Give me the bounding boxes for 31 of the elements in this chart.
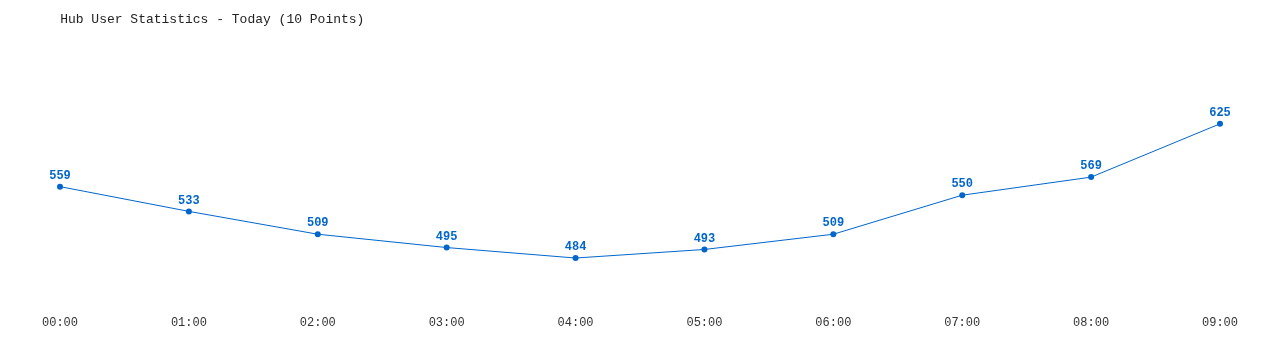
x-tick-label: 09:00 [1201,316,1239,331]
point [443,244,450,251]
x-tick-label: 07:00 [944,316,981,331]
data-label: 550 [951,177,974,192]
data-label: 625 [1209,106,1231,121]
point [1088,174,1095,181]
point [57,183,63,190]
data-label: 569 [1080,159,1102,174]
point [314,231,321,238]
point [959,192,966,199]
chart-title: Hub User Statistics - Today (10 Points) [60,12,365,28]
x-tick-label: 04:00 [557,316,594,331]
data-label: 495 [435,229,458,244]
data-label: 493 [693,231,716,246]
point [572,255,579,262]
x-tick-label: 06:00 [815,316,852,331]
x-tick-label: 05:00 [686,316,723,331]
data-label: 484 [564,240,587,255]
x-tick-label: 08:00 [1073,316,1110,331]
data-label: 533 [178,193,200,208]
point [830,231,837,238]
data-label: 509 [822,216,845,231]
point [701,246,708,253]
point [1217,120,1223,127]
data-label: 559 [49,168,71,183]
x-tick-label: 00:00 [41,316,79,331]
data-label: 509 [306,216,329,231]
x-tick-label: 02:00 [299,316,336,331]
x-tick-label: 01:00 [170,316,207,331]
x-tick-label: 03:00 [428,316,465,331]
point [185,208,192,215]
